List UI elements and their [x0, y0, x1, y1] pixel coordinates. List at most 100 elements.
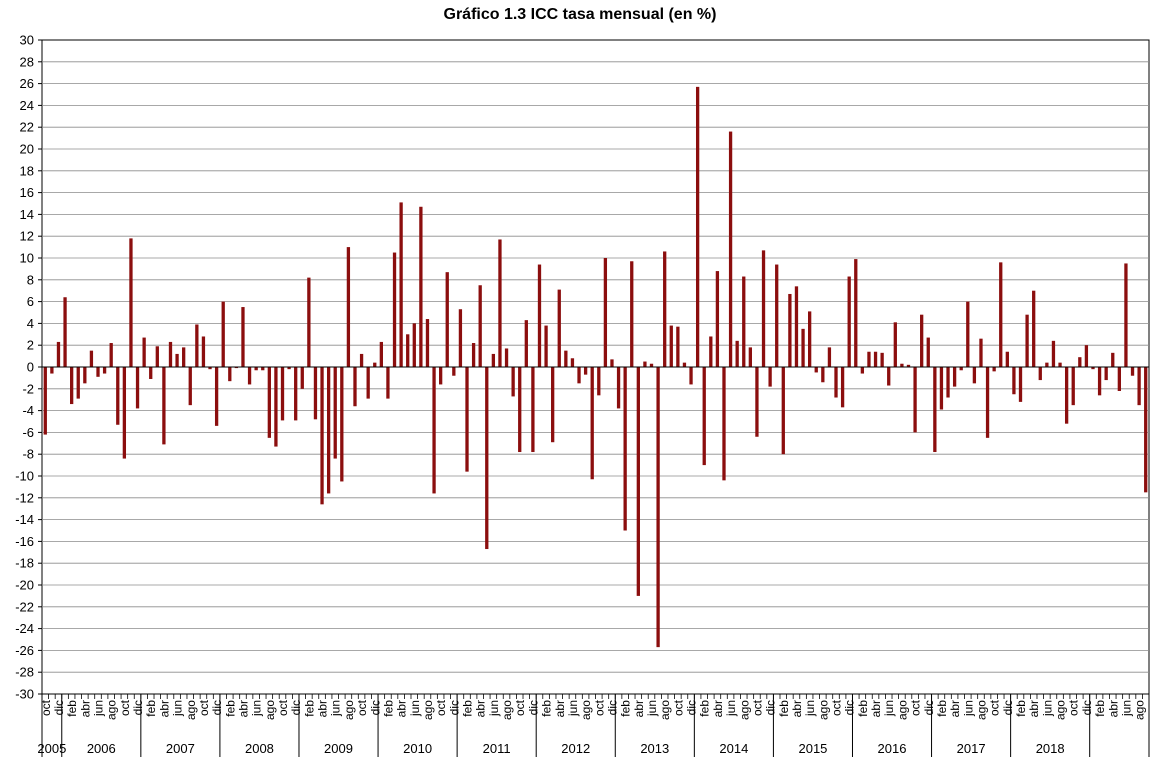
bar	[96, 367, 100, 377]
x-tick-label: dic	[526, 700, 540, 715]
x-tick-label: oct	[39, 699, 53, 716]
y-tick-label: 16	[20, 185, 34, 200]
bar	[570, 358, 575, 367]
bar	[1071, 367, 1075, 406]
bar	[116, 367, 120, 425]
bar	[1032, 290, 1036, 367]
y-tick-label: 28	[20, 54, 34, 69]
x-tick-label: ago	[342, 700, 356, 720]
bar	[860, 367, 865, 374]
bar	[840, 367, 845, 408]
bar	[702, 367, 706, 466]
bar	[188, 367, 192, 406]
bar	[1111, 352, 1115, 367]
bar	[491, 353, 496, 367]
bar	[933, 367, 937, 453]
bar	[201, 336, 206, 367]
bar	[234, 367, 239, 369]
bar	[109, 343, 113, 367]
x-tick-label: dic	[922, 700, 936, 715]
year-label: 2018	[1036, 741, 1065, 756]
x-tick-label: oct	[118, 699, 132, 716]
x-tick-label: oct	[750, 699, 764, 716]
x-tick-label: ago	[500, 700, 514, 720]
x-tick-label: jun	[724, 700, 738, 717]
bar	[893, 322, 897, 367]
bar	[241, 307, 245, 367]
bar	[1130, 367, 1135, 376]
y-tick-label: -26	[15, 643, 34, 658]
bar	[656, 367, 660, 648]
y-tick-label: 0	[27, 360, 34, 375]
bar	[228, 367, 232, 382]
x-tick-label: jun	[408, 700, 422, 717]
bar	[425, 319, 430, 367]
x-tick-label: jun	[566, 700, 580, 717]
bar	[867, 351, 871, 367]
x-tick-label: ago	[1054, 700, 1068, 720]
bar	[50, 367, 54, 374]
bar	[518, 367, 522, 453]
x-tick-label: abr	[1027, 700, 1041, 717]
y-tick-label: -22	[15, 599, 34, 614]
bar	[221, 301, 225, 367]
x-tick-label: ago	[184, 700, 198, 720]
bar	[333, 367, 337, 459]
x-tick-label: ago	[1133, 700, 1147, 720]
bar	[1144, 367, 1148, 493]
bar	[524, 320, 528, 367]
x-tick-label: feb	[619, 700, 633, 717]
y-tick-label: 24	[20, 98, 34, 113]
y-tick-label: 26	[20, 76, 34, 91]
y-tick-label: -16	[15, 534, 34, 549]
x-tick-label: abr	[869, 700, 883, 717]
x-tick-label: jun	[882, 700, 896, 717]
bar	[43, 367, 47, 435]
x-tick-label: abr	[553, 700, 567, 717]
x-tick-label: oct	[197, 699, 211, 716]
y-tick-label: 14	[20, 207, 34, 222]
bar	[610, 359, 614, 367]
y-tick-label: -12	[15, 490, 34, 505]
bar	[465, 367, 469, 472]
bar	[939, 367, 944, 410]
x-tick-label: dic	[368, 700, 382, 715]
x-tick-label: abr	[316, 700, 330, 717]
bar	[439, 367, 443, 385]
x-tick-label: abr	[474, 700, 488, 717]
y-tick-label: -20	[15, 578, 34, 593]
bar	[214, 367, 219, 426]
bar	[992, 367, 996, 372]
bar	[320, 367, 324, 505]
bar	[1137, 367, 1141, 406]
bar	[208, 367, 212, 370]
bar	[399, 202, 403, 367]
bar	[695, 86, 700, 368]
x-tick-label: oct	[830, 699, 844, 716]
x-tick-label: dic	[131, 700, 145, 715]
bar	[854, 259, 858, 367]
bar	[373, 362, 377, 367]
bar	[175, 353, 179, 367]
bar	[247, 367, 252, 385]
bar	[722, 367, 726, 481]
bar	[471, 343, 476, 367]
year-label: 2016	[878, 741, 907, 756]
bar	[531, 367, 535, 453]
bar	[1038, 367, 1042, 381]
x-tick-label: jun	[1040, 700, 1054, 717]
bar	[326, 367, 331, 494]
x-tick-label: jun	[250, 700, 264, 717]
y-tick-label: 12	[20, 229, 34, 244]
bar	[972, 367, 977, 384]
x-tick-label: jun	[803, 700, 817, 717]
bar	[1104, 367, 1108, 381]
bar	[827, 347, 832, 367]
x-tick-label: oct	[909, 699, 923, 716]
x-tick-label: abr	[395, 700, 409, 717]
year-label: 2017	[957, 741, 986, 756]
bar	[873, 351, 878, 367]
x-tick-label: ago	[421, 700, 435, 720]
bar	[768, 367, 772, 387]
